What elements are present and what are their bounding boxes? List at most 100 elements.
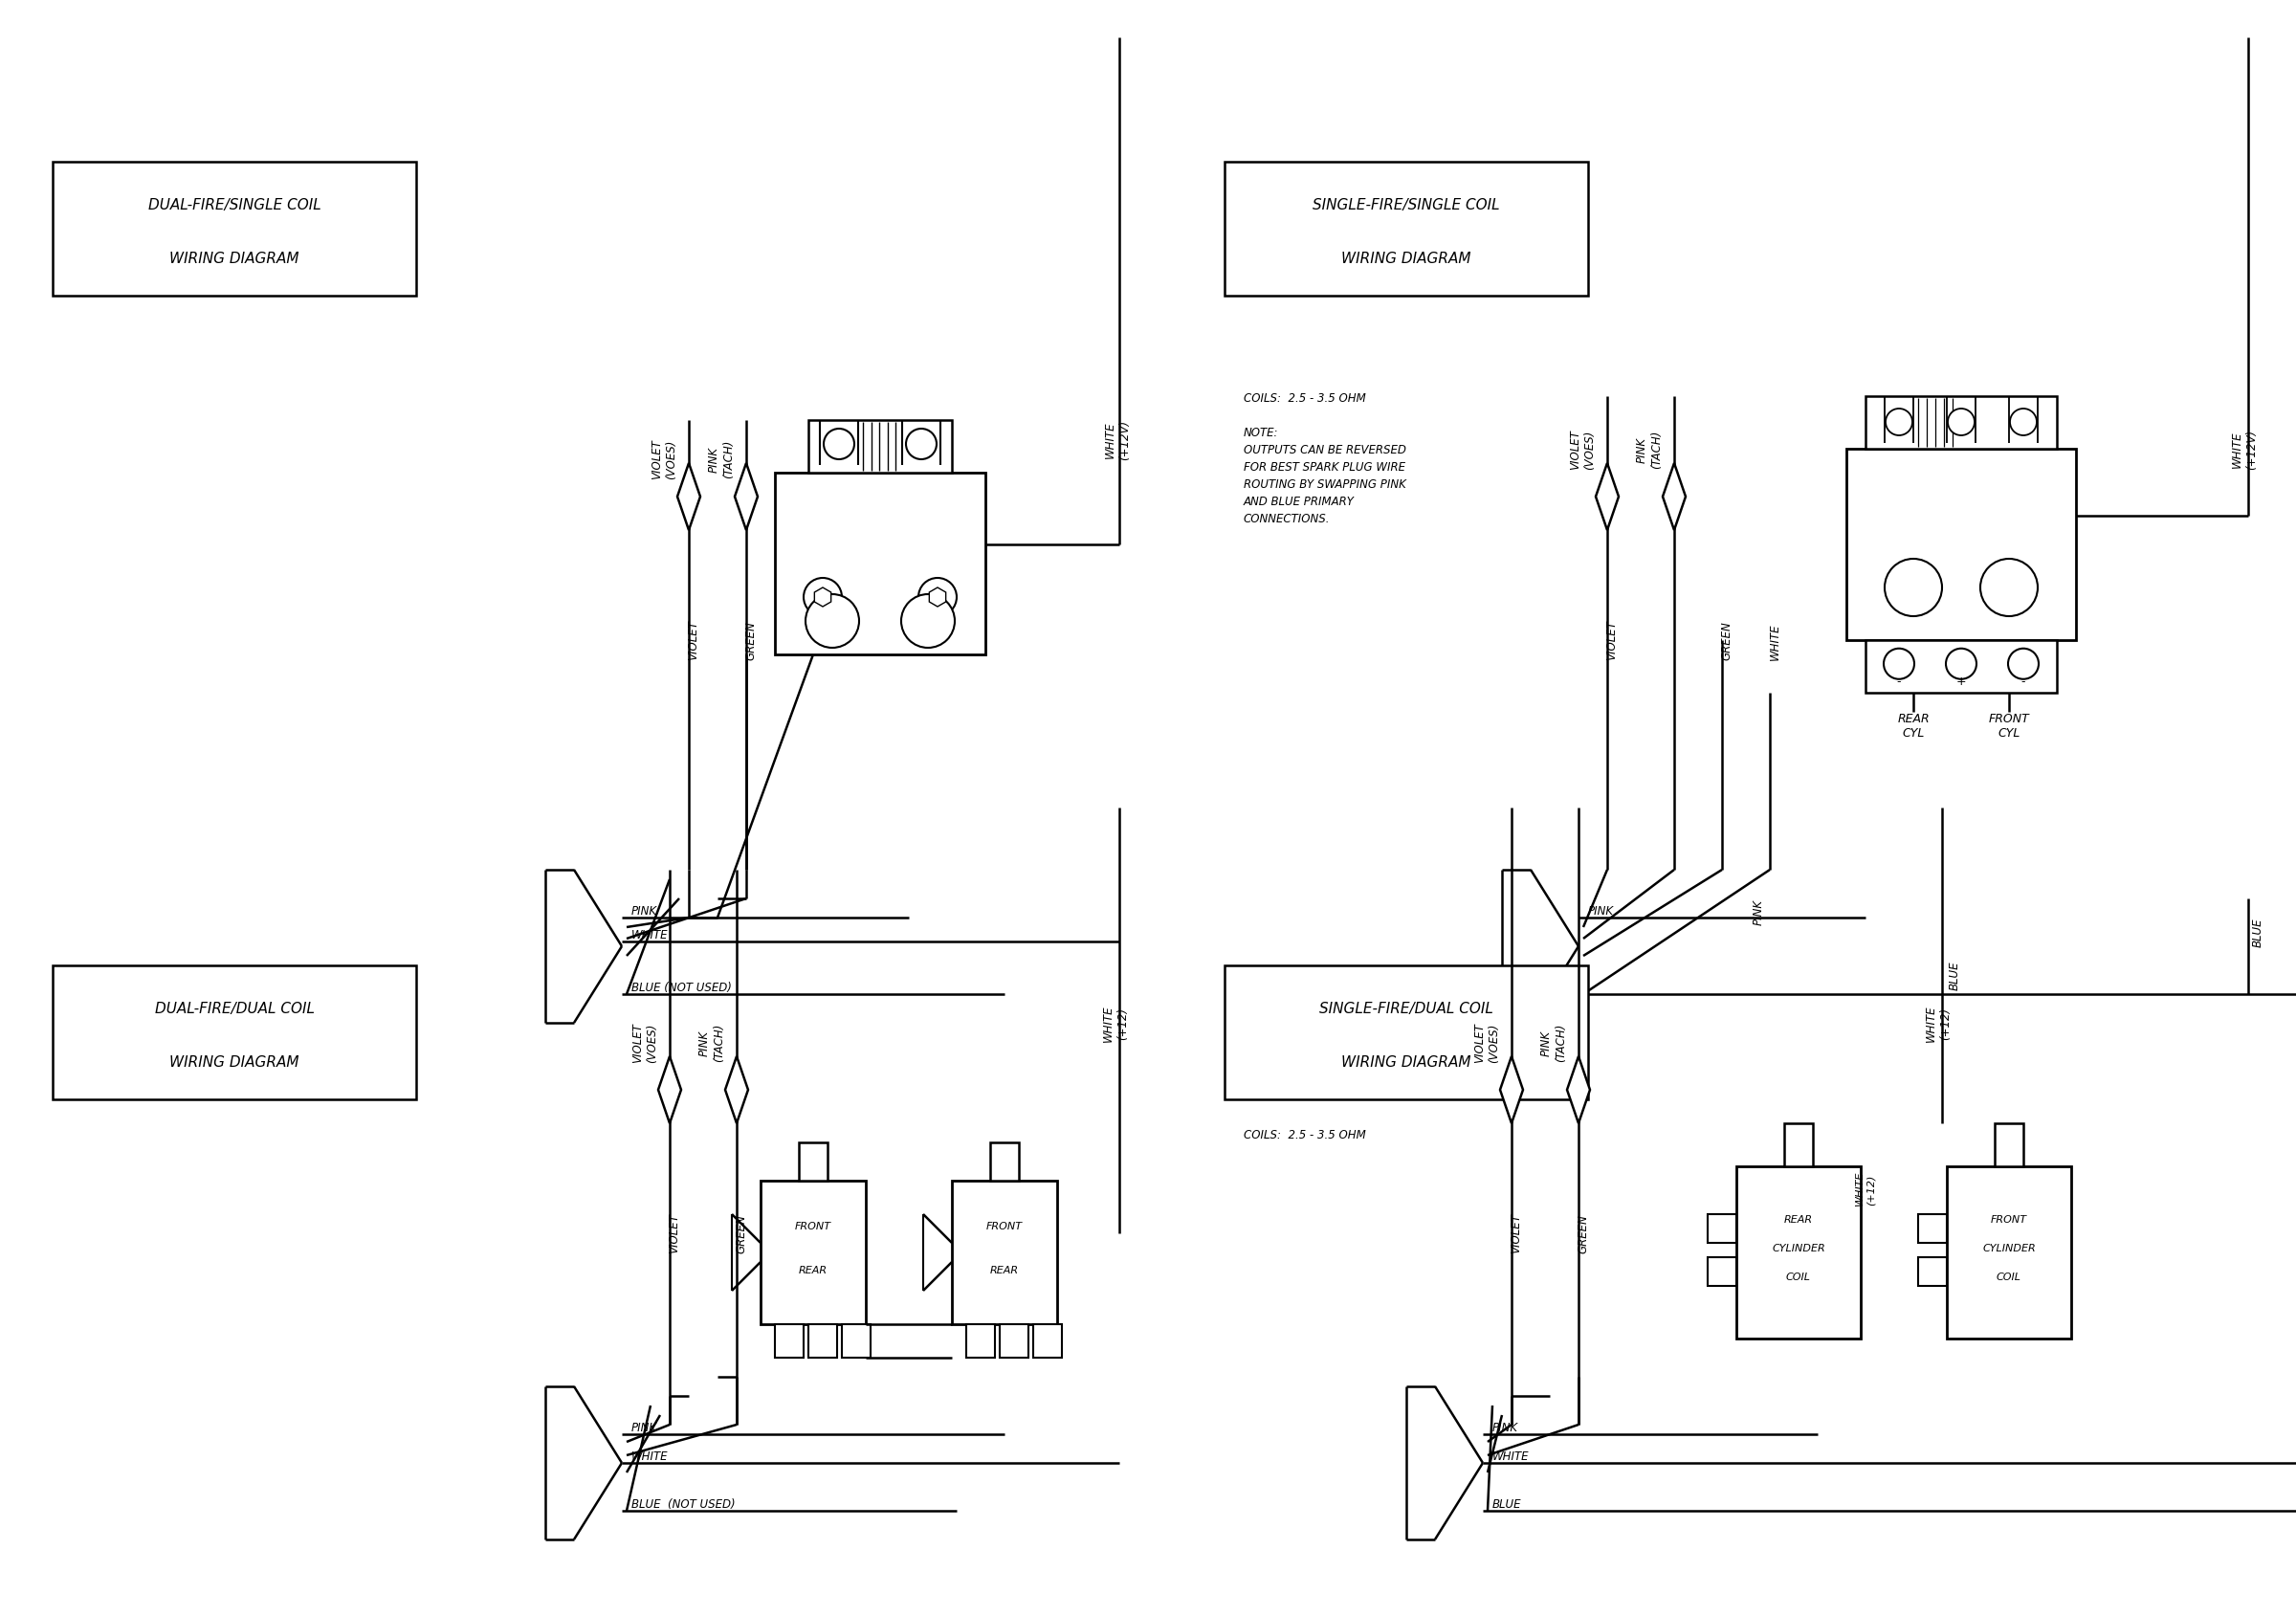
Text: VIOLET: VIOLET (687, 621, 700, 659)
Text: WIRING DIAGRAM: WIRING DIAGRAM (170, 1055, 298, 1070)
Text: PINK: PINK (1752, 898, 1766, 924)
Text: CYLINDER: CYLINDER (1773, 1243, 1825, 1252)
Text: WHITE: WHITE (631, 929, 668, 941)
Circle shape (2009, 650, 2039, 680)
Bar (967, 1325, 994, 1357)
Text: PINK: PINK (631, 905, 657, 916)
Bar (776, 473, 985, 654)
Text: PINK: PINK (631, 1420, 657, 1433)
Circle shape (2009, 409, 2037, 436)
Text: VIOLET: VIOLET (668, 1212, 680, 1252)
Text: SINGLE-FIRE/DUAL COIL: SINGLE-FIRE/DUAL COIL (1320, 1002, 1492, 1016)
Bar (53, 966, 416, 1099)
Bar (808, 1325, 838, 1357)
Text: CYLINDER: CYLINDER (1981, 1243, 2037, 1252)
Bar (799, 1143, 827, 1181)
Text: GREEN: GREEN (1577, 1214, 1589, 1252)
Text: BLUE: BLUE (2252, 918, 2264, 947)
Text: -: - (1896, 675, 1901, 688)
Text: COILS:  2.5 - 3.5 OHM: COILS: 2.5 - 3.5 OHM (1244, 1128, 1366, 1141)
Bar (1224, 966, 1589, 1099)
Circle shape (1885, 559, 1942, 617)
Text: REAR: REAR (1784, 1214, 1814, 1223)
Bar (1736, 1167, 1860, 1338)
Circle shape (804, 579, 843, 617)
Text: PINK
(TACH): PINK (TACH) (698, 1023, 726, 1062)
Text: REAR
CYL: REAR CYL (1896, 713, 1929, 739)
Text: WHITE: WHITE (1492, 1450, 1529, 1462)
Bar (1947, 1167, 2071, 1338)
Text: WHITE
(+12): WHITE (+12) (1924, 1005, 1952, 1042)
Polygon shape (659, 1057, 682, 1123)
Bar (53, 163, 416, 296)
Text: PINK
(TACH): PINK (TACH) (707, 440, 735, 478)
Bar (1784, 1123, 1814, 1167)
Bar (1033, 1325, 1061, 1357)
Text: WIRING DIAGRAM: WIRING DIAGRAM (1341, 1055, 1472, 1070)
Bar (1917, 1257, 1947, 1286)
Polygon shape (1499, 1057, 1522, 1123)
Polygon shape (815, 588, 831, 608)
Text: COIL: COIL (1998, 1272, 2020, 1281)
Text: -: - (2020, 675, 2025, 688)
Text: FRONT: FRONT (794, 1222, 831, 1231)
Circle shape (1885, 409, 1913, 436)
Bar (1708, 1257, 1736, 1286)
Circle shape (824, 430, 854, 461)
Text: WHITE
(+12V): WHITE (+12V) (2232, 430, 2257, 470)
Polygon shape (1566, 1057, 1589, 1123)
Polygon shape (677, 464, 700, 530)
Circle shape (806, 595, 859, 648)
Text: BLUE (NOT USED): BLUE (NOT USED) (631, 981, 732, 994)
Circle shape (1883, 650, 1915, 680)
Bar (1846, 449, 2076, 640)
Text: WHITE: WHITE (1768, 624, 1782, 659)
Text: WHITE
(+12): WHITE (+12) (1102, 1005, 1130, 1042)
Bar (1864, 640, 2057, 693)
Text: WIRING DIAGRAM: WIRING DIAGRAM (1341, 252, 1472, 267)
Circle shape (907, 430, 937, 461)
Polygon shape (1596, 464, 1619, 530)
Text: WHITE: WHITE (631, 1450, 668, 1462)
Text: DUAL-FIRE/SINGLE COIL: DUAL-FIRE/SINGLE COIL (147, 199, 321, 213)
Text: WHITE
(+12): WHITE (+12) (1855, 1170, 1876, 1206)
Bar (843, 1325, 870, 1357)
Text: COILS:  2.5 - 3.5 OHM

NOTE:
OUTPUTS CAN BE REVERSED
FOR BEST SPARK PLUG WIRE
RO: COILS: 2.5 - 3.5 OHM NOTE: OUTPUTS CAN B… (1244, 393, 1405, 525)
Text: PINK: PINK (1492, 1420, 1518, 1433)
Bar (999, 1325, 1029, 1357)
Text: REAR: REAR (990, 1265, 1019, 1275)
Bar (1864, 398, 2057, 449)
Bar (953, 1181, 1056, 1325)
Circle shape (918, 579, 957, 617)
Polygon shape (735, 464, 758, 530)
Text: PINK: PINK (1589, 905, 1614, 916)
Text: VIOLET
(VOES): VIOLET (VOES) (1568, 430, 1596, 469)
Text: FRONT: FRONT (987, 1222, 1022, 1231)
Text: WIRING DIAGRAM: WIRING DIAGRAM (170, 252, 298, 267)
Text: BLUE  (NOT USED): BLUE (NOT USED) (631, 1498, 735, 1509)
Polygon shape (930, 588, 946, 608)
Text: VIOLET
(VOES): VIOLET (VOES) (650, 440, 677, 478)
Text: GREEN: GREEN (744, 621, 758, 659)
Text: VIOLET
(VOES): VIOLET (VOES) (631, 1023, 659, 1062)
Text: BLUE: BLUE (1492, 1498, 1522, 1509)
Bar (760, 1181, 866, 1325)
Text: VIOLET
(VOES): VIOLET (VOES) (1474, 1023, 1499, 1062)
Text: FRONT: FRONT (1991, 1214, 2027, 1223)
Text: +: + (1956, 675, 1965, 688)
Polygon shape (726, 1057, 748, 1123)
Text: COIL: COIL (1786, 1272, 1812, 1281)
Text: FRONT
CYL: FRONT CYL (1988, 713, 2030, 739)
Bar (808, 420, 953, 473)
Text: BLUE: BLUE (1949, 960, 1961, 989)
Text: VIOLET: VIOLET (1511, 1212, 1522, 1252)
Circle shape (900, 595, 955, 648)
Text: PINK
(TACH): PINK (TACH) (1635, 430, 1662, 469)
Bar (1708, 1214, 1736, 1243)
Text: VIOLET: VIOLET (1605, 621, 1619, 659)
Text: PINK
(TACH): PINK (TACH) (1541, 1023, 1566, 1062)
Circle shape (1979, 559, 2039, 617)
Bar (1995, 1123, 2023, 1167)
Text: DUAL-FIRE/DUAL COIL: DUAL-FIRE/DUAL COIL (154, 1002, 315, 1016)
Text: REAR: REAR (799, 1265, 827, 1275)
